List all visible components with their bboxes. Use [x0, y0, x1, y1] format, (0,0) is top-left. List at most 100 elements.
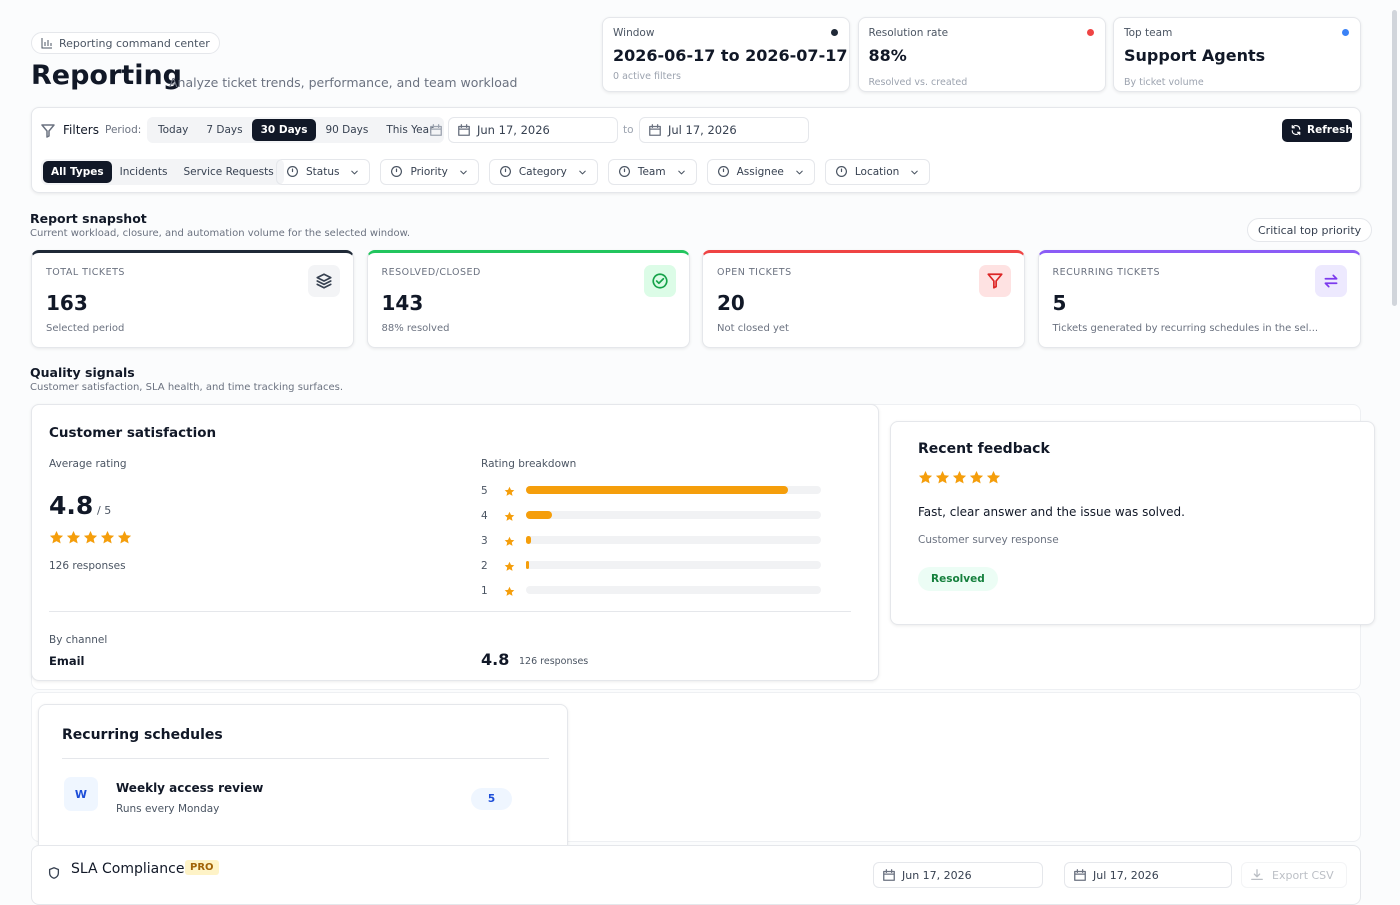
section-title: Report snapshot [30, 211, 147, 226]
out-of: / 5 [97, 504, 112, 517]
period-option[interactable]: 30 Days [251, 119, 317, 141]
icon-path [618, 166, 630, 177]
feedback-source: Customer survey response [918, 534, 1059, 546]
rating-label: 5 [481, 485, 488, 497]
period-option[interactable]: This Year [386, 124, 434, 136]
icon [796, 170, 803, 175]
star [969, 470, 984, 484]
type-option[interactable]: All Types [43, 161, 112, 183]
icon [1291, 124, 1301, 136]
card-note: Selected period [46, 323, 125, 334]
card-icon [979, 265, 1011, 297]
date-text: Jun 17, 2026 [902, 869, 972, 882]
avg-label: Average rating [49, 458, 127, 470]
to-label: to [623, 124, 634, 136]
card-title: Recurring schedules [62, 727, 223, 743]
dropdown-text: Location [854, 166, 900, 178]
satisfaction-card: Customer satisfaction Average rating 4.8/ … [31, 404, 879, 681]
date-input[interactable]: Jul 17, 2026 [639, 117, 809, 143]
status-dot [1086, 29, 1094, 36]
icon-path [883, 869, 895, 881]
filter-panel: Filters Period: Today 7 Days 30 Days 90 Days T… [31, 107, 1361, 193]
dropdown[interactable]: Category [488, 159, 598, 185]
card-value: 143 [381, 291, 424, 315]
star [504, 586, 515, 596]
filters-label: Filters [63, 123, 99, 137]
dropdown[interactable]: Team [607, 159, 697, 185]
period-option[interactable]: 90 Days [325, 124, 369, 136]
card-title: Recent feedback [918, 441, 1050, 457]
summary-note: By ticket volume [1124, 77, 1204, 88]
type-option[interactable]: Service Requests [183, 166, 274, 178]
icon-path [287, 166, 298, 177]
refresh-button[interactable]: Refresh [1282, 119, 1353, 142]
summary-note: Resolved vs. created [868, 77, 968, 88]
star [83, 530, 98, 544]
dropdown[interactable]: Priority [380, 159, 479, 185]
sla-title: SLA Compliance [71, 861, 185, 877]
responses: 126 responses [49, 560, 126, 572]
star [49, 530, 64, 544]
icon [835, 166, 847, 177]
star-rating [49, 530, 132, 544]
schedule-frequency: Runs every Monday [116, 803, 220, 815]
period-option[interactable]: Today [158, 124, 189, 136]
schedule-count: 5 [471, 788, 512, 810]
icon [351, 170, 359, 175]
icon-path [458, 124, 470, 136]
scrollbar[interactable] [1392, 10, 1397, 306]
card-icon [308, 265, 340, 297]
page-subtitle: Analyze ticket trends, performance, and … [169, 75, 518, 90]
priority-toggle[interactable]: Critical top priority [1247, 218, 1373, 242]
channel-responses: 126 responses [519, 656, 589, 667]
dropdown[interactable]: Status [276, 159, 371, 185]
star [918, 470, 933, 484]
recurring-card: Recurring schedules W Weekly access review… [38, 704, 568, 857]
icon-path [717, 166, 729, 177]
snapshot-card: RESOLVED/CLOSED 143 88% resolved [366, 250, 690, 348]
date-input[interactable]: Jun 17, 2026 [448, 117, 618, 143]
card-value: 20 [717, 291, 745, 315]
date-input[interactable]: Jul 17, 2026 [1064, 862, 1232, 888]
icon [618, 166, 630, 177]
bar-track [526, 586, 821, 594]
card-value: 5 [1052, 291, 1067, 315]
card-label: RECURRING TICKETS [1052, 267, 1160, 278]
star [952, 470, 967, 484]
summary-value: Support Agents [1124, 46, 1266, 65]
icon [677, 170, 685, 175]
icon-path [649, 124, 661, 136]
dropdown-row: Status Priority Category Team Assignee Locati… [276, 159, 931, 185]
type-option[interactable]: Incidents [119, 166, 168, 178]
avg-value: 4.8 [49, 491, 94, 520]
icon-path [1074, 869, 1086, 881]
icon [316, 273, 332, 289]
icon [883, 869, 895, 881]
bar-fill [526, 486, 789, 494]
card-label: OPEN TICKETS [717, 267, 792, 278]
channel-name: Email [49, 654, 85, 668]
icon-path [1324, 274, 1337, 288]
icon-path [316, 273, 332, 289]
star-icon [504, 511, 515, 521]
period-option[interactable]: 7 Days [206, 124, 243, 136]
dropdown-text: Status [306, 166, 340, 178]
card-note: Tickets generated by recurring schedules… [1052, 323, 1319, 334]
icon [287, 166, 298, 177]
export-button[interactable]: Export CSV [1241, 862, 1347, 888]
status-badge: Resolved [918, 567, 998, 591]
star [100, 530, 115, 544]
icon-path [579, 170, 586, 175]
icon [1251, 869, 1263, 881]
dropdown[interactable]: Location [824, 159, 931, 185]
date-input[interactable]: Jun 17, 2026 [873, 862, 1043, 888]
dropdown[interactable]: Assignee [706, 159, 815, 185]
icon [649, 124, 661, 136]
icon [651, 273, 668, 289]
icon-path [430, 124, 442, 136]
dropdown-text: Priority [410, 166, 448, 178]
bar-fill [526, 511, 552, 519]
snapshot-card: TOTAL TICKETS 163 Selected period [31, 250, 354, 348]
icon-path [1291, 124, 1301, 136]
summary-card: Window 2026-06-17 to 2026-07-17 0 active f… [602, 17, 850, 92]
